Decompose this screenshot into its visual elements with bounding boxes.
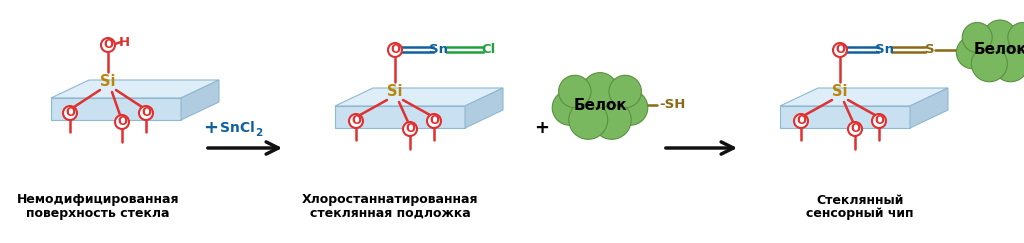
Circle shape [963, 26, 1004, 67]
Circle shape [101, 38, 115, 52]
Text: O: O [351, 114, 361, 128]
Circle shape [992, 46, 1024, 82]
Text: O: O [429, 114, 439, 128]
Text: Белок: Белок [573, 97, 627, 113]
Text: H: H [119, 36, 130, 50]
Polygon shape [335, 106, 465, 128]
Circle shape [403, 122, 417, 136]
Circle shape [388, 43, 402, 57]
Polygon shape [51, 98, 181, 120]
Circle shape [972, 46, 1008, 82]
Text: +: + [535, 119, 550, 137]
Circle shape [63, 106, 77, 120]
Circle shape [974, 24, 1024, 76]
Circle shape [592, 100, 631, 139]
Text: S: S [926, 43, 935, 57]
Circle shape [956, 36, 989, 69]
Circle shape [571, 77, 629, 133]
Text: 2: 2 [255, 128, 262, 138]
Circle shape [984, 20, 1016, 52]
Circle shape [996, 26, 1024, 67]
Circle shape [139, 106, 153, 120]
Text: Белок: Белок [973, 43, 1024, 58]
Text: Si: Si [833, 85, 848, 99]
Text: Sn: Sn [874, 43, 894, 57]
Text: -SH: -SH [658, 98, 685, 112]
Text: Cl: Cl [482, 43, 496, 57]
Text: +: + [203, 119, 218, 137]
Circle shape [583, 73, 617, 108]
Circle shape [848, 122, 862, 136]
Circle shape [552, 90, 588, 125]
Circle shape [963, 23, 992, 52]
Circle shape [794, 114, 808, 128]
Polygon shape [780, 106, 910, 128]
Circle shape [559, 75, 591, 108]
Polygon shape [465, 88, 503, 128]
Text: O: O [850, 122, 860, 136]
Polygon shape [335, 88, 503, 106]
Text: поверхность стекла: поверхность стекла [27, 207, 170, 219]
Circle shape [349, 114, 362, 128]
Text: сенсорный чип: сенсорный чип [806, 207, 913, 219]
Polygon shape [181, 80, 219, 120]
Polygon shape [51, 80, 219, 98]
Text: SnCl: SnCl [220, 121, 255, 135]
Circle shape [1008, 23, 1024, 52]
Circle shape [559, 79, 603, 123]
Text: O: O [103, 38, 113, 52]
Circle shape [115, 115, 129, 129]
Text: Стеклянный: Стеклянный [816, 193, 904, 207]
Text: Немодифицированная: Немодифицированная [16, 193, 179, 207]
Polygon shape [780, 88, 948, 106]
Text: O: O [835, 43, 845, 57]
Text: O: O [65, 106, 75, 120]
Text: O: O [141, 106, 151, 120]
Circle shape [597, 79, 641, 123]
Circle shape [872, 114, 886, 128]
Text: Si: Si [100, 75, 116, 89]
Text: O: O [406, 122, 415, 136]
Text: O: O [874, 114, 884, 128]
Text: Sn: Sn [429, 43, 449, 57]
Polygon shape [910, 88, 948, 128]
Text: O: O [390, 43, 400, 57]
Circle shape [609, 75, 641, 108]
Circle shape [833, 43, 847, 57]
Circle shape [568, 100, 607, 139]
Circle shape [612, 90, 648, 125]
Text: Хлоростаннатированная: Хлоростаннатированная [302, 193, 478, 207]
Text: O: O [796, 114, 806, 128]
Text: Si: Si [387, 85, 402, 99]
Circle shape [427, 114, 441, 128]
Circle shape [1011, 36, 1024, 69]
Text: O: O [117, 115, 127, 129]
Text: стеклянная подложка: стеклянная подложка [309, 207, 470, 219]
